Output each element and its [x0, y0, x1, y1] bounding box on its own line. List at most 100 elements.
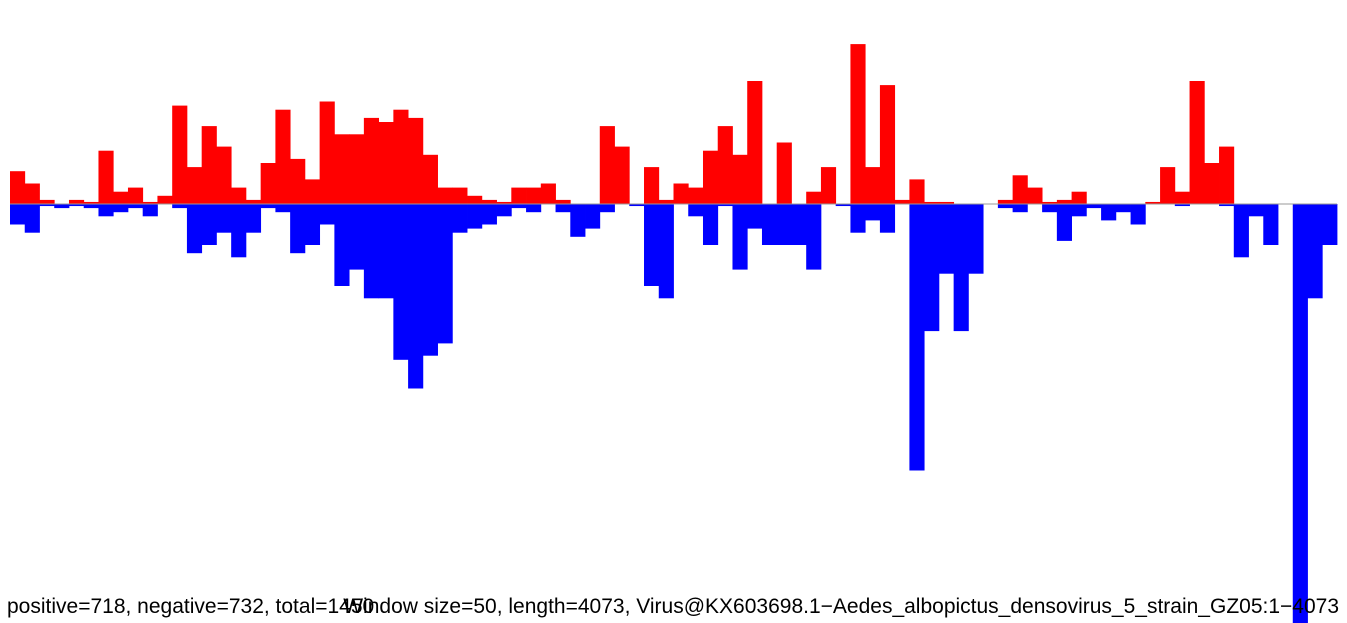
negative-bar [496, 204, 512, 217]
positive-bar [408, 117, 424, 204]
negative-bar [363, 204, 380, 299]
negative-bar [1292, 204, 1308, 623]
negative-bar [879, 204, 896, 233]
positive-bar [1160, 167, 1176, 204]
negative-bar [658, 204, 674, 299]
positive-bar [10, 171, 26, 204]
positive-bar [1042, 201, 1058, 204]
negative-bar [747, 204, 763, 229]
negative-bar [1101, 204, 1117, 221]
positive-bar [1012, 175, 1028, 204]
negative-bar [997, 204, 1014, 209]
negative-bar [806, 204, 822, 270]
positive-bar [113, 191, 129, 204]
negative-bar [526, 204, 542, 213]
negative-bar [349, 204, 365, 270]
positive-bar [997, 199, 1014, 204]
positive-bar [363, 117, 380, 204]
negative-bar [98, 204, 114, 217]
negative-bar [422, 204, 438, 356]
negative-bar [865, 204, 881, 221]
positive-bar [673, 183, 689, 204]
negative-bar [1248, 204, 1264, 217]
positive-bar [231, 187, 247, 204]
negative-bar [39, 204, 55, 207]
negative-bar [835, 204, 851, 207]
positive-bar [1145, 201, 1161, 204]
positive-bar [186, 167, 203, 204]
positive-bar [555, 199, 571, 204]
positive-bars [10, 44, 1235, 204]
positive-bar [747, 81, 763, 204]
positive-bar [658, 199, 674, 204]
positive-bar [422, 154, 438, 204]
positive-bar [157, 195, 173, 204]
negative-bar [570, 204, 586, 237]
positive-bar [349, 134, 365, 204]
positive-bar [260, 163, 276, 204]
negative-bar [245, 204, 262, 233]
negative-bar [481, 204, 497, 225]
positive-bar [319, 101, 335, 204]
negative-bar [452, 204, 468, 233]
positive-bar [378, 122, 394, 204]
negative-bar [24, 204, 40, 233]
positive-bar [290, 158, 306, 204]
positive-bar [806, 191, 822, 204]
positive-bar [437, 187, 453, 204]
negative-bar [511, 204, 527, 209]
negative-bar [127, 204, 144, 209]
positive-bar [172, 105, 188, 204]
negative-bar [717, 204, 733, 207]
negative-bar [1086, 204, 1102, 209]
positive-bar [688, 187, 704, 204]
positive-bar [24, 183, 40, 204]
positive-bar [201, 126, 217, 204]
positive-bar [83, 201, 99, 204]
negative-bar [1130, 204, 1146, 225]
negative-bar [334, 204, 350, 286]
negative-bar [1056, 204, 1072, 241]
negative-bar [1307, 204, 1323, 299]
negative-bar [761, 204, 778, 245]
negative-bar [408, 204, 424, 389]
positive-bar [142, 201, 158, 204]
negative-bar [142, 204, 158, 217]
positive-bar [467, 195, 483, 204]
positive-bar [526, 187, 542, 204]
positive-bar [1189, 81, 1205, 204]
negative-bar [304, 204, 321, 245]
negative-bar [909, 204, 925, 471]
negative-bar [378, 204, 394, 299]
positive-bar [1219, 146, 1235, 204]
positive-bar [245, 199, 262, 204]
negative-bar [319, 204, 335, 225]
negative-bar [172, 204, 188, 209]
negative-bar [599, 204, 615, 213]
positive-bar [702, 150, 719, 204]
negative-bar [275, 204, 291, 213]
positive-bar [1071, 191, 1087, 204]
negative-bar [113, 204, 129, 213]
negative-bar [953, 204, 969, 332]
positive-bar [1204, 163, 1220, 204]
negative-bar [702, 204, 719, 245]
positive-bar [334, 134, 350, 204]
negative-bar [290, 204, 306, 254]
negative-bar [10, 204, 26, 225]
negative-bar [201, 204, 217, 245]
positive-bar [820, 167, 837, 204]
positive-bar [216, 146, 232, 204]
positive-bar [304, 179, 321, 204]
positive-bar [938, 201, 955, 204]
positive-bar [776, 142, 792, 204]
positive-bar [717, 126, 733, 204]
positive-bar [644, 167, 660, 204]
negative-bar [1115, 204, 1131, 213]
positive-bar [39, 199, 55, 204]
negative-bar [555, 204, 571, 213]
positive-bar [393, 109, 409, 204]
negative-bar [83, 204, 99, 209]
negative-bar [186, 204, 203, 254]
positive-bar [496, 201, 512, 204]
